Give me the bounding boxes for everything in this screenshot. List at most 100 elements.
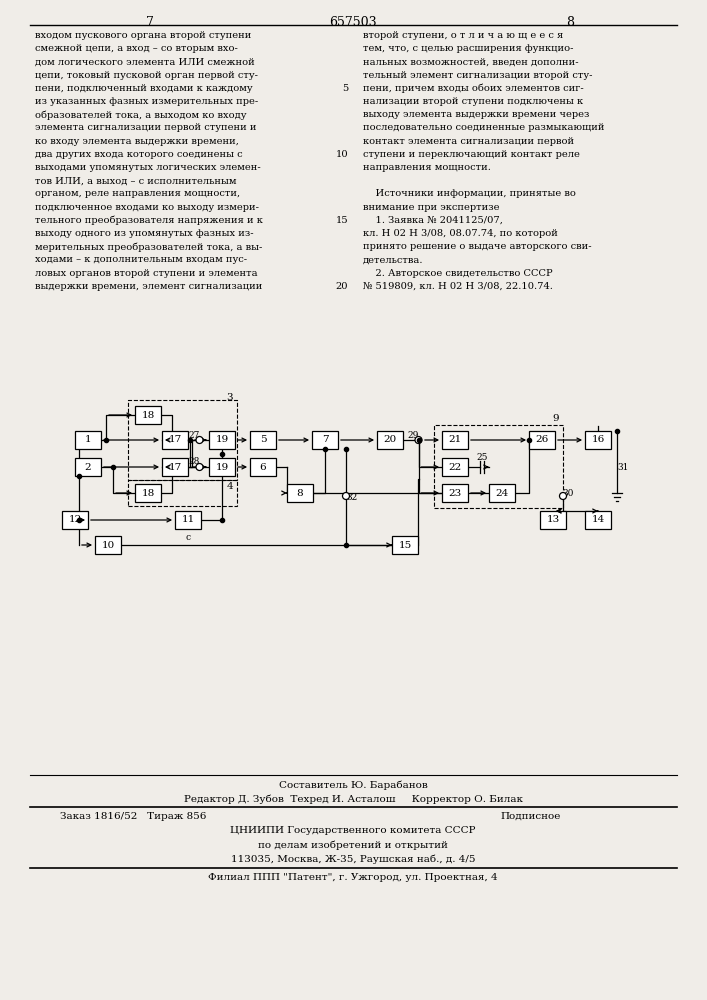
Text: 7: 7 — [322, 436, 328, 444]
Text: тов ИЛИ, а выход – с исполнительным: тов ИЛИ, а выход – с исполнительным — [35, 176, 237, 185]
Text: 19: 19 — [216, 462, 228, 472]
Text: из указанных фазных измерительных пре-: из указанных фазных измерительных пре- — [35, 97, 258, 106]
Text: ступени и переключающий контакт реле: ступени и переключающий контакт реле — [363, 150, 580, 159]
Text: 4: 4 — [226, 482, 233, 491]
Text: 3: 3 — [226, 393, 233, 402]
Text: тельный элемент сигнализации второй сту-: тельный элемент сигнализации второй сту- — [363, 71, 592, 80]
Text: ЦНИИПИ Государственного комитета СССР: ЦНИИПИ Государственного комитета СССР — [230, 826, 476, 835]
Text: 22: 22 — [448, 462, 462, 472]
Text: 2. Авторское свидетельство СССР: 2. Авторское свидетельство СССР — [363, 269, 553, 278]
Text: 30: 30 — [562, 489, 573, 498]
Text: дом логического элемента ИЛИ смежной: дом логического элемента ИЛИ смежной — [35, 57, 255, 66]
Text: 19: 19 — [216, 436, 228, 444]
Text: два других входа которого соединены с: два других входа которого соединены с — [35, 150, 243, 159]
Bar — [95, 536, 121, 554]
Text: 9: 9 — [552, 414, 559, 423]
Text: 29: 29 — [407, 430, 419, 440]
Text: 5: 5 — [259, 436, 267, 444]
Text: 15: 15 — [398, 540, 411, 550]
Text: направления мощности.: направления мощности. — [363, 163, 491, 172]
Circle shape — [342, 492, 349, 499]
Bar — [128, 480, 237, 506]
Bar — [585, 511, 611, 529]
Text: Источники информации, принятые во: Источники информации, принятые во — [363, 189, 576, 198]
Text: 20: 20 — [336, 282, 348, 291]
Bar — [250, 458, 276, 476]
Text: нальных возможностей, введен дополни-: нальных возможностей, введен дополни- — [363, 57, 578, 66]
Bar — [75, 431, 101, 449]
Bar — [162, 458, 188, 476]
Text: выходу одного из упомянутых фазных из-: выходу одного из упомянутых фазных из- — [35, 229, 254, 238]
Bar — [135, 484, 161, 502]
Bar — [585, 431, 611, 449]
Bar — [135, 406, 161, 424]
Text: 113035, Москва, Ж-35, Раушская наб., д. 4/5: 113035, Москва, Ж-35, Раушская наб., д. … — [230, 854, 475, 863]
Text: принято решение о выдаче авторского сви-: принято решение о выдаче авторского сви- — [363, 242, 592, 251]
Text: образователей тока, а выходом ко входу: образователей тока, а выходом ко входу — [35, 110, 247, 120]
Text: нализации второй ступени подключены к: нализации второй ступени подключены к — [363, 97, 583, 106]
Text: Заказ 1816/52   Тираж 856: Заказ 1816/52 Тираж 856 — [60, 812, 206, 821]
Bar — [312, 431, 338, 449]
Text: 2: 2 — [85, 462, 91, 472]
Text: 16: 16 — [591, 436, 604, 444]
Text: последовательно соединенные размыкающий: последовательно соединенные размыкающий — [363, 123, 604, 132]
Text: 18: 18 — [141, 410, 155, 420]
Bar — [62, 511, 88, 529]
Text: выходами упомянутых логических элемен-: выходами упомянутых логических элемен- — [35, 163, 261, 172]
Text: входом пускового органа второй ступени: входом пускового органа второй ступени — [35, 31, 252, 40]
Text: 17: 17 — [168, 436, 182, 444]
Text: 24: 24 — [496, 488, 508, 497]
Text: смежной цепи, а вход – со вторым вхо-: смежной цепи, а вход – со вторым вхо- — [35, 44, 238, 53]
Bar — [442, 458, 468, 476]
Text: Редактор Д. Зубов  Техред И. Асталош     Корректор О. Билак: Редактор Д. Зубов Техред И. Асталош Корр… — [184, 794, 522, 804]
Text: 1: 1 — [85, 436, 91, 444]
Text: 15: 15 — [335, 216, 348, 225]
Text: кл. Н 02 Н 3/08, 08.07.74, по которой: кл. Н 02 Н 3/08, 08.07.74, по которой — [363, 229, 558, 238]
Text: 31: 31 — [617, 462, 629, 472]
Bar — [162, 431, 188, 449]
Text: 11: 11 — [182, 516, 194, 524]
Text: пени, подключенный входами к каждому: пени, подключенный входами к каждому — [35, 84, 252, 93]
Text: 27: 27 — [188, 430, 199, 440]
Text: 10: 10 — [101, 540, 115, 550]
Text: ко входу элемента выдержки времени,: ко входу элемента выдержки времени, — [35, 137, 239, 146]
Text: 18: 18 — [141, 488, 155, 497]
Text: 21: 21 — [448, 436, 462, 444]
Text: тем, что, с целью расширения функцио-: тем, что, с целью расширения функцио- — [363, 44, 573, 53]
Text: контакт элемента сигнализации первой: контакт элемента сигнализации первой — [363, 137, 574, 146]
Bar — [209, 431, 235, 449]
Text: 8: 8 — [566, 16, 574, 29]
Text: 5: 5 — [341, 84, 348, 93]
Text: 8: 8 — [297, 488, 303, 497]
Bar — [250, 431, 276, 449]
Text: цепи, токовый пусковой орган первой сту-: цепи, токовый пусковой орган первой сту- — [35, 71, 258, 80]
Bar — [540, 511, 566, 529]
Text: 32: 32 — [346, 493, 358, 502]
Text: второй ступени, о т л и ч а ю щ е е с я: второй ступени, о т л и ч а ю щ е е с я — [363, 31, 563, 40]
Text: Филиал ППП "Патент", г. Ужгород, ул. Проектная, 4: Филиал ППП "Патент", г. Ужгород, ул. Про… — [208, 873, 498, 882]
Text: мерительных преобразователей тока, а вы-: мерительных преобразователей тока, а вы- — [35, 242, 262, 252]
Text: 28: 28 — [188, 458, 199, 466]
Text: 23: 23 — [448, 488, 462, 497]
Text: 13: 13 — [547, 516, 560, 524]
Text: 7: 7 — [146, 16, 154, 29]
Text: пени, причем входы обоих элементов сиг-: пени, причем входы обоих элементов сиг- — [363, 84, 584, 93]
Text: 25: 25 — [477, 454, 488, 462]
Text: подключенное входами ко выходу измери-: подключенное входами ко выходу измери- — [35, 203, 259, 212]
Bar — [442, 484, 468, 502]
Text: выходу элемента выдержки времени через: выходу элемента выдержки времени через — [363, 110, 590, 119]
Text: 657503: 657503 — [329, 16, 377, 29]
Bar — [75, 458, 101, 476]
Text: 10: 10 — [335, 150, 348, 159]
Bar — [175, 511, 201, 529]
Circle shape — [415, 436, 422, 444]
Bar — [529, 431, 555, 449]
Text: детельства.: детельства. — [363, 255, 423, 264]
Text: Составитель Ю. Барабанов: Составитель Ю. Барабанов — [279, 780, 427, 790]
Text: № 519809, кл. Н 02 Н 3/08, 22.10.74.: № 519809, кл. Н 02 Н 3/08, 22.10.74. — [363, 282, 553, 291]
Text: Подписное: Подписное — [500, 812, 561, 821]
Bar — [128, 400, 237, 480]
Text: 14: 14 — [591, 516, 604, 524]
Text: ходами – к дополнительным входам пус-: ходами – к дополнительным входам пус- — [35, 255, 247, 264]
Text: 6: 6 — [259, 462, 267, 472]
